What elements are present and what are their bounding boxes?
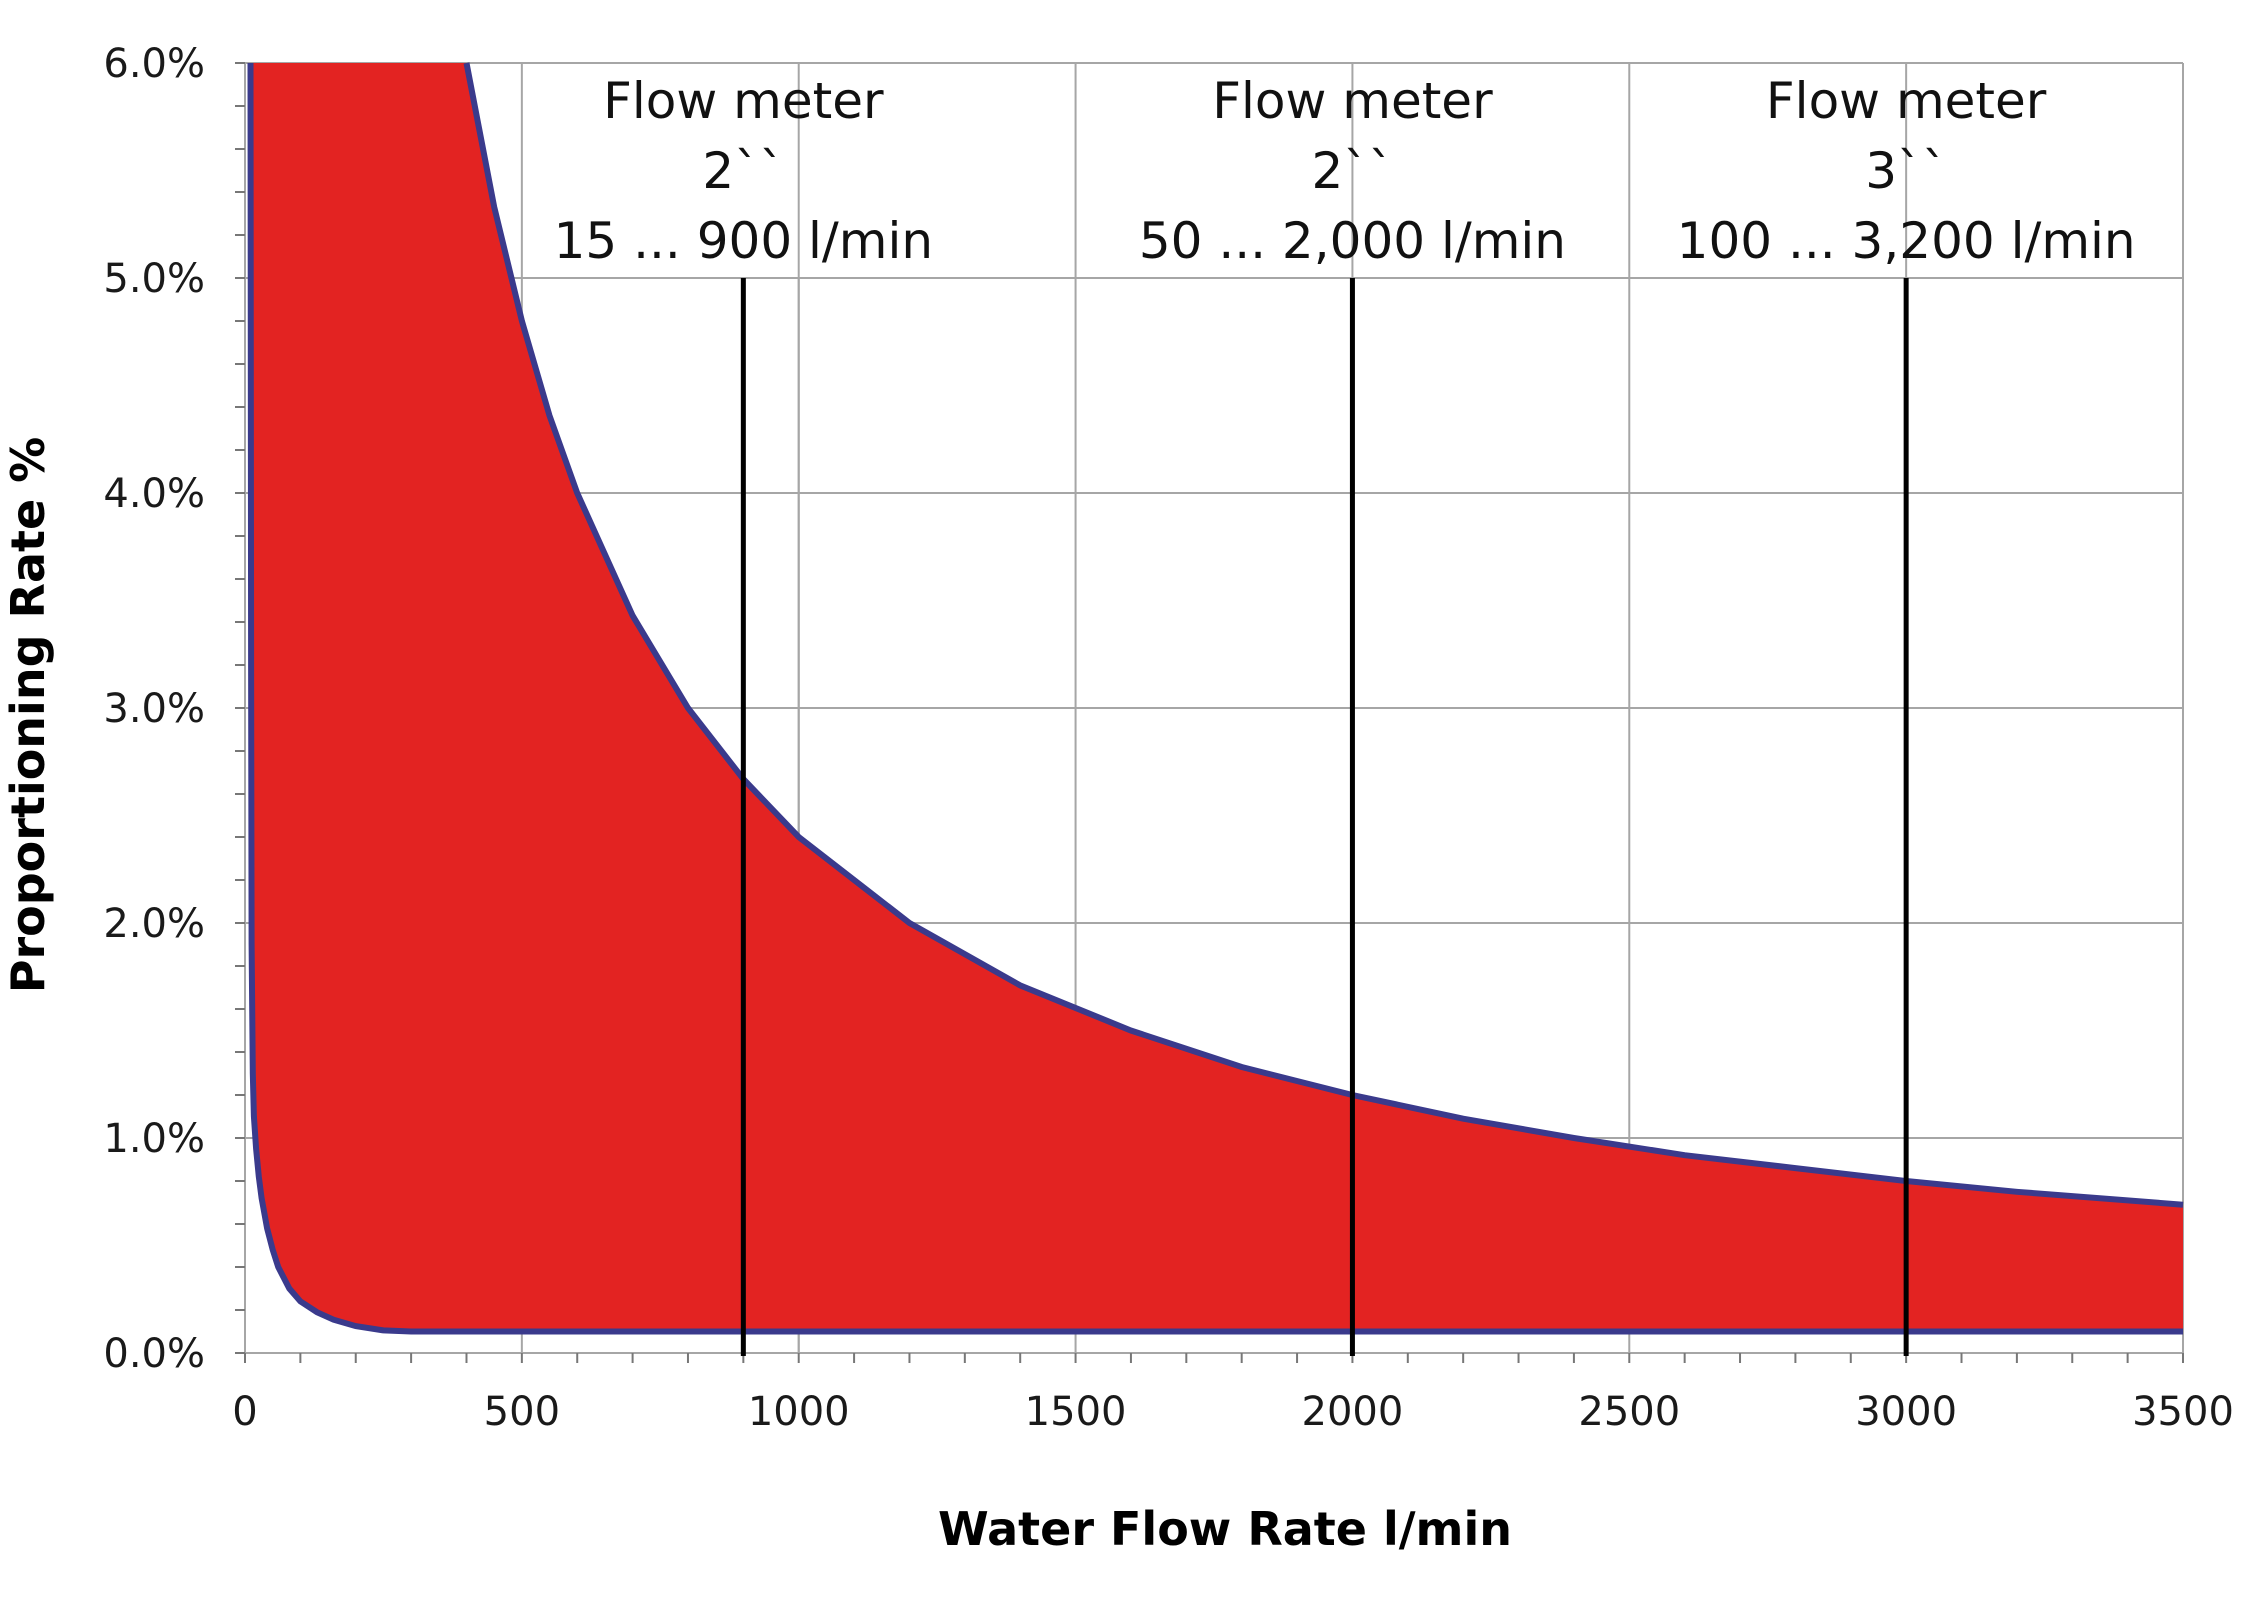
flow-meter-title: Flow meter — [603, 72, 884, 130]
flow-meter-range: 15 ... 900 l/min — [554, 212, 933, 270]
flow-meter-range: 50 ... 2,000 l/min — [1139, 212, 1566, 270]
feasible-region-area — [250, 63, 2183, 1332]
y-tick-label: 1.0% — [103, 1116, 205, 1162]
x-tick-label: 1500 — [1025, 1389, 1127, 1435]
x-tick-label: 0 — [232, 1389, 257, 1435]
flow-meter-range: 100 ... 3,200 l/min — [1677, 212, 2136, 270]
y-tick-label: 3.0% — [103, 686, 205, 732]
upper-boundary-line — [463, 62, 2184, 1208]
y-tick-label: 0.0% — [103, 1331, 205, 1377]
y-tick-label: 4.0% — [103, 471, 205, 517]
flow-meter-size: 2`` — [702, 142, 784, 200]
y-axis-title: Proportioning Rate % — [1, 437, 55, 994]
x-tick-label: 1000 — [748, 1389, 850, 1435]
x-tick-label: 2000 — [1302, 1389, 1404, 1435]
x-tick-label: 3000 — [1855, 1389, 1957, 1435]
x-tick-label: 2500 — [1578, 1389, 1680, 1435]
minor-ticks — [235, 62, 2184, 1363]
y-tick-label: 5.0% — [103, 256, 205, 302]
y-tick-label: 2.0% — [103, 901, 205, 947]
x-tick-label: 500 — [484, 1389, 560, 1435]
x-tick-label: 3500 — [2132, 1389, 2234, 1435]
flow-meter-labels: Flow meter 2`` 15 ... 900 l/min Flow meter 2… — [554, 72, 2136, 270]
lower-boundary-line — [247, 62, 2183, 1335]
flow-meter-title: Flow meter — [1766, 72, 2047, 130]
flow-meter-title: Flow meter — [1212, 72, 1493, 130]
x-axis-ticks: 0 500 1000 1500 2000 2500 3000 3500 — [232, 1389, 2234, 1435]
x-axis-title: Water Flow Rate l/min — [938, 1502, 1512, 1556]
y-axis-ticks: 0.0% 1.0% 2.0% 3.0% 4.0% 5.0% 6.0% — [103, 41, 205, 1377]
flow-meter-size: 2`` — [1312, 142, 1394, 200]
y-tick-label: 6.0% — [103, 41, 205, 87]
flow-meter-markers — [740, 278, 1909, 1356]
flow-meter-size: 3`` — [1865, 142, 1947, 200]
